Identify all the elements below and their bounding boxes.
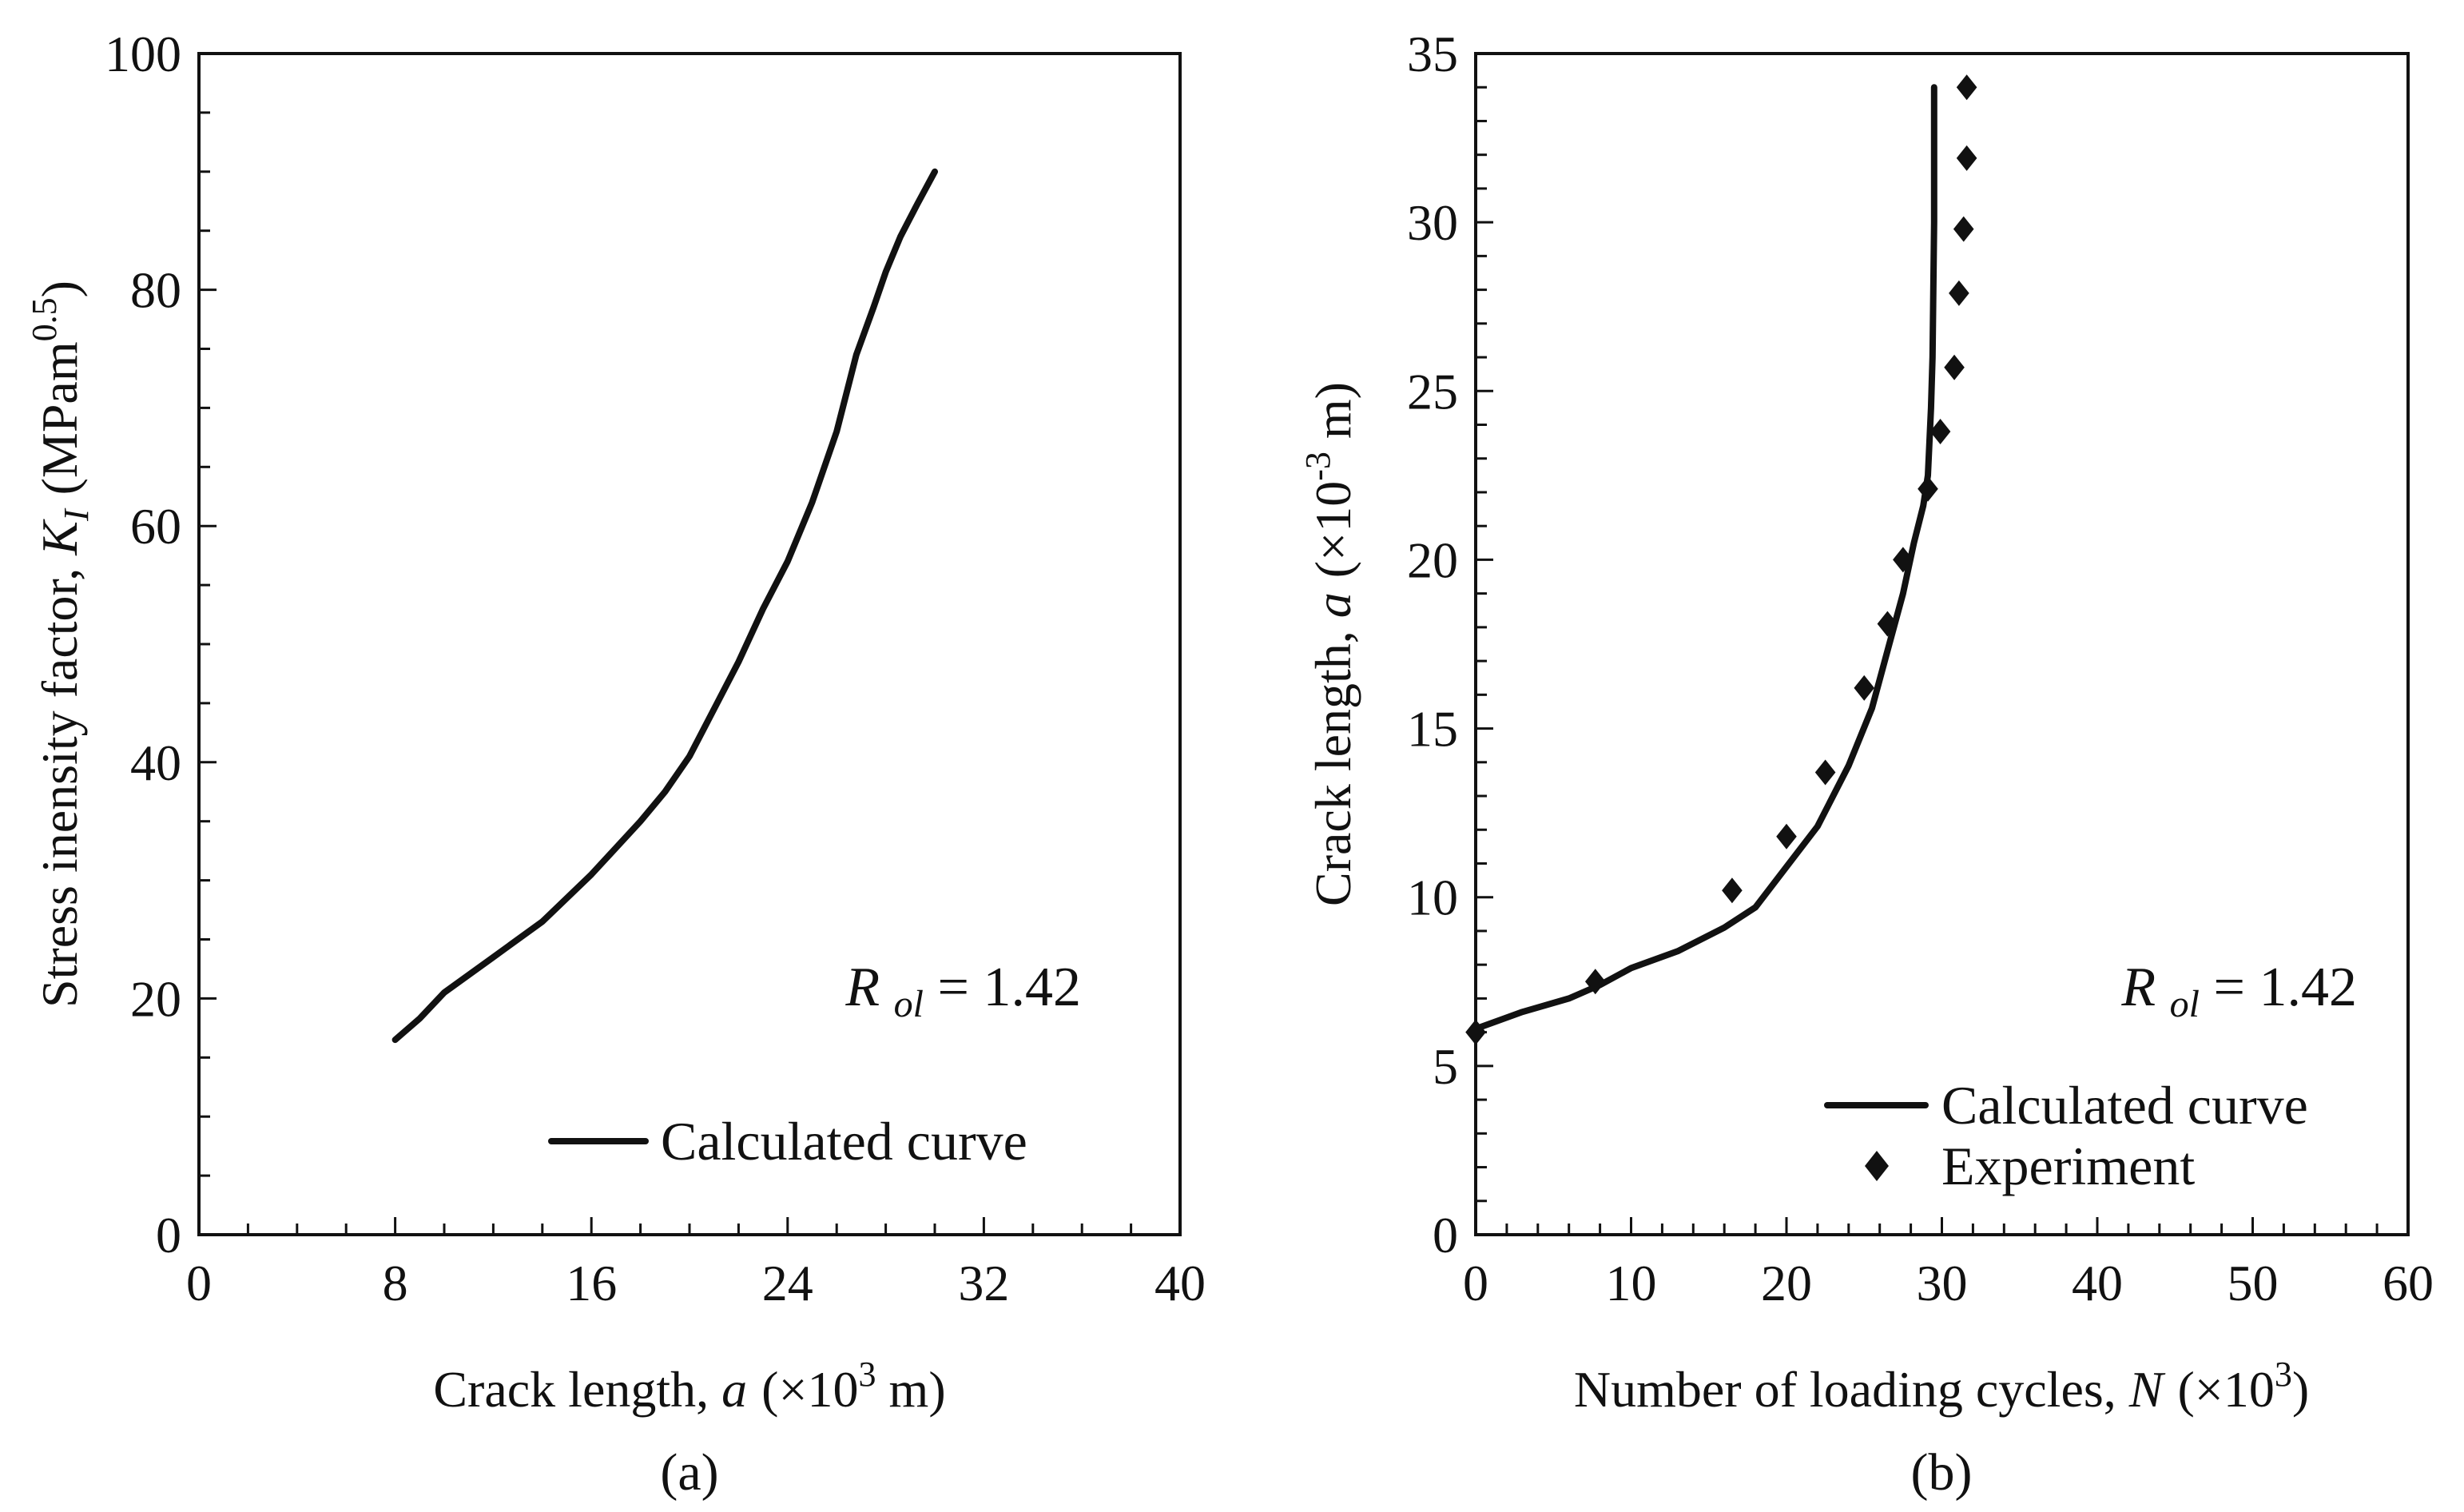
experiment-point	[1776, 823, 1797, 850]
experiment-point	[1918, 475, 1938, 502]
experiment-point	[1929, 418, 1951, 444]
legend-label-calculated: Calculated curve	[661, 1111, 1027, 1172]
y-tick-label: 20	[1407, 531, 1458, 588]
panel-a-y-axis-title: Stress inensity factor, KI(MPam0.5)	[25, 281, 96, 1008]
legend-label-calculated: Calculated curve	[1941, 1075, 2308, 1136]
y-tick-label: 0	[1433, 1207, 1458, 1263]
x-tick-label: 50	[2228, 1255, 2279, 1311]
x-tick-label: 0	[186, 1255, 212, 1311]
experiment-point	[1953, 216, 1974, 242]
panel-a-tick-labels: 0 8 16 24 32 40 0 20 40 60 80 100	[105, 26, 1206, 1311]
x-tick-label: 40	[1155, 1255, 1206, 1311]
experiment-point	[1956, 74, 1977, 101]
experiment-point	[1956, 145, 1977, 171]
experiment-point	[1584, 969, 1606, 995]
panel-a-ratio-annotation: R ol = 1.42	[845, 957, 1081, 1029]
x-tick-label: 20	[1761, 1255, 1812, 1311]
experiment-point	[1949, 280, 1969, 306]
y-tick-label: 80	[130, 262, 181, 319]
panel-b-legend: Calculated curve Experiment	[1824, 1075, 2308, 1196]
panel-b-series	[1465, 74, 1977, 1045]
panel-a-series	[391, 168, 938, 1044]
x-tick-label: 40	[2072, 1255, 2123, 1311]
experiment-point	[1893, 547, 1914, 573]
x-tick-label: 60	[2383, 1255, 2434, 1311]
y-tick-label: 35	[1407, 26, 1458, 82]
x-tick-label: 32	[958, 1255, 1009, 1311]
panel-b-plot-frame	[1474, 52, 2410, 1236]
panel-b-x-axis-title: Number of loading cycles, N (×103)	[1574, 1355, 2309, 1418]
panel-a-stress-intensity-chart: 0 8 16 24 32 40 0 20 40 60 80 100 R ol = 1.42 Calcu…	[25, 26, 1206, 1502]
y-tick-label: 20	[130, 970, 181, 1027]
x-tick-label: 30	[1917, 1255, 1968, 1311]
panel-b-caption: (b)	[1911, 1443, 1973, 1502]
y-tick-label: 5	[1433, 1038, 1458, 1095]
panel-a-legend: Calculated curve	[548, 1111, 1027, 1172]
experiment-point	[1854, 674, 1875, 701]
x-tick-label: 24	[762, 1255, 813, 1311]
y-tick-label: 30	[1407, 194, 1458, 251]
y-tick-label: 0	[156, 1207, 181, 1263]
y-tick-label: 10	[1407, 869, 1458, 926]
x-tick-label: 0	[1463, 1255, 1488, 1311]
panel-b-tick-labels: 0 10 20 30 40 50 60 0 5 10 15 20 25 30 35	[1407, 26, 2434, 1311]
panel-a-x-axis-title: Crack length, a (×103 m)	[433, 1355, 945, 1418]
legend-label-experiment: Experiment	[1941, 1136, 2195, 1196]
experiment-point	[1944, 354, 1965, 380]
x-tick-label: 16	[566, 1255, 617, 1311]
x-tick-label: 8	[383, 1255, 408, 1311]
y-tick-label: 100	[105, 26, 181, 82]
panel-b-y-axis-title: Crack length, a(×10-3 m)	[1298, 382, 1361, 906]
calculated-curve-line	[1472, 84, 1937, 1033]
panel-a-caption: (a)	[660, 1443, 718, 1502]
panel-b-ratio-annotation: R ol = 1.42	[2120, 957, 2357, 1029]
y-tick-label: 60	[130, 498, 181, 555]
legend-marker-experiment	[1865, 1151, 1889, 1181]
ratio-var: R	[845, 957, 880, 1018]
y-tick-label: 40	[130, 734, 181, 791]
panel-a-plot-frame	[197, 52, 1182, 1236]
ratio-value: = 1.42	[938, 957, 1081, 1018]
experiment-point	[1877, 611, 1898, 637]
experiment-point	[1814, 759, 1836, 786]
y-tick-label: 25	[1407, 363, 1458, 420]
experiment-point	[1722, 877, 1743, 904]
panel-b-ticks	[1474, 52, 2410, 1236]
x-tick-label: 10	[1606, 1255, 1657, 1311]
y-tick-label: 15	[1407, 701, 1458, 758]
panel-a-ticks	[197, 52, 1182, 1236]
ratio-sub: ol	[894, 983, 924, 1025]
calculated-curve-line	[391, 168, 938, 1044]
experiment-point	[1465, 1019, 1486, 1045]
